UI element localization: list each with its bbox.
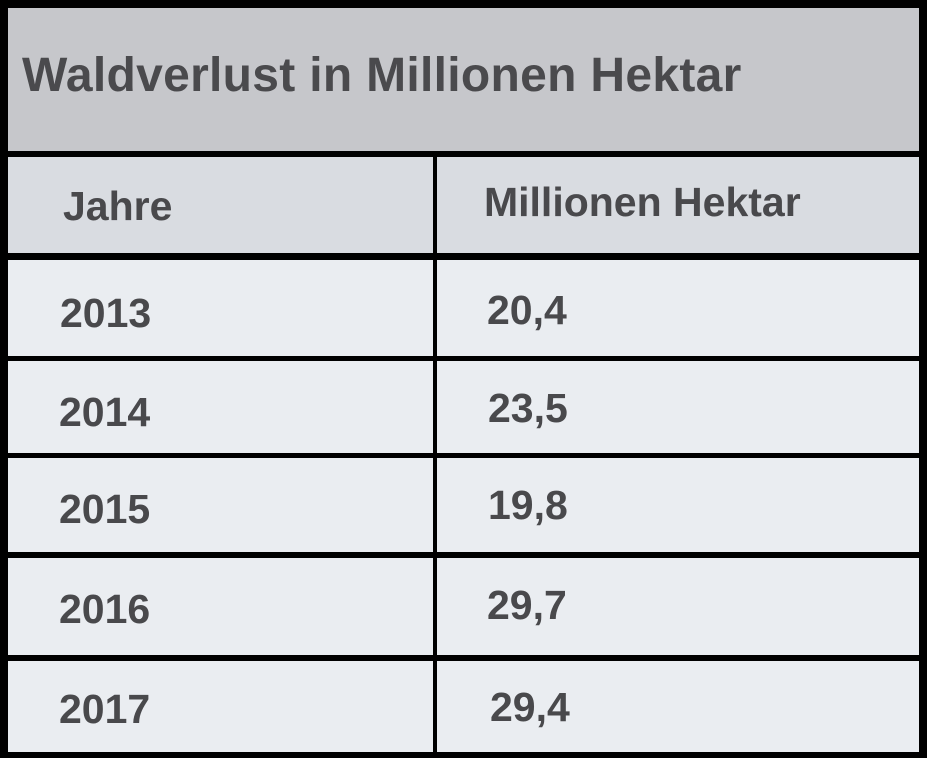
- table-cell-hectares: 20,4: [437, 260, 919, 356]
- column-header-hectares-cell: Millionen Hektar: [437, 157, 919, 253]
- year-value: 2015: [59, 486, 151, 532]
- year-value: 2013: [60, 290, 152, 336]
- hectares-value: 29,7: [487, 582, 567, 628]
- table-cell-year: 2013: [8, 260, 433, 356]
- year-value: 2014: [59, 389, 151, 435]
- hectares-value: 20,4: [487, 287, 567, 333]
- column-header-hectares: Millionen Hektar: [484, 179, 801, 225]
- hectares-value: 29,4: [490, 684, 570, 730]
- column-header-years: Jahre: [63, 183, 173, 229]
- table-cell-hectares: 29,4: [437, 661, 919, 752]
- year-value: 2017: [59, 686, 151, 732]
- table-cell-year: 2017: [8, 661, 433, 752]
- table-title-cell: Waldverlust in Millionen Hektar: [8, 8, 919, 151]
- table-cell-hectares: 23,5: [437, 361, 919, 453]
- column-header-years-cell: Jahre: [8, 157, 433, 253]
- table-cell-year: 2015: [8, 458, 433, 552]
- table-title: Waldverlust in Millionen Hektar: [22, 49, 742, 102]
- hectares-value: 19,8: [488, 482, 568, 528]
- year-value: 2016: [59, 586, 151, 632]
- table-cell-hectares: 19,8: [437, 458, 919, 552]
- hectares-value: 23,5: [488, 385, 568, 431]
- table-cell-hectares: 29,7: [437, 558, 919, 655]
- table-cell-year: 2014: [8, 361, 433, 453]
- table-cell-year: 2016: [8, 558, 433, 655]
